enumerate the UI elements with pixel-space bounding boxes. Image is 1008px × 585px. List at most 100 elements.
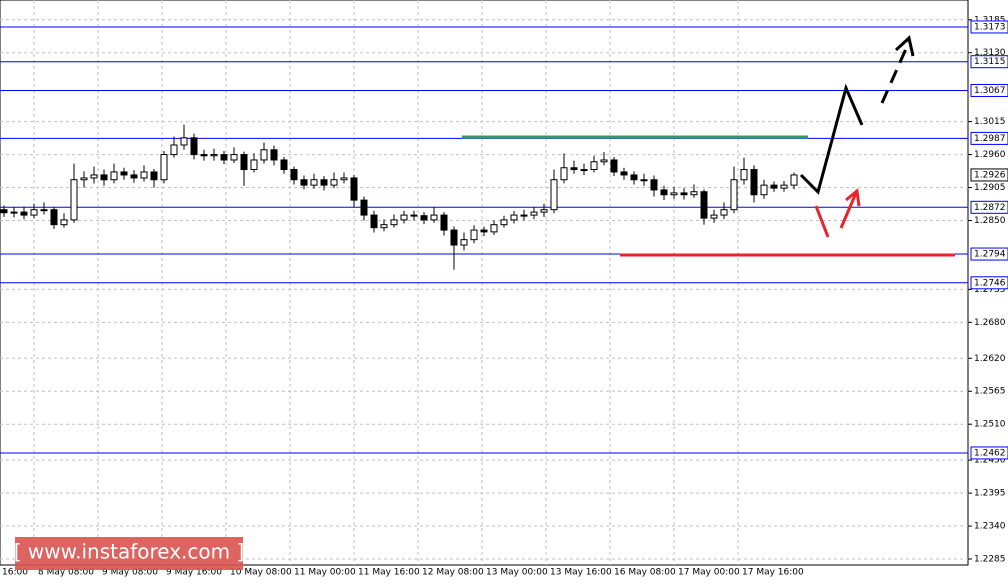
candle-body xyxy=(690,191,698,196)
candle-body xyxy=(790,174,798,186)
candle-body xyxy=(160,154,168,181)
x-tick-label: 8 May 08:00 xyxy=(38,568,94,578)
y-tick-label: 1.2510 xyxy=(974,420,1006,430)
candle-body xyxy=(410,214,418,217)
candle-body xyxy=(620,171,628,176)
candle-body xyxy=(260,149,268,161)
candle-body xyxy=(780,184,788,189)
level-label: 1.2872 xyxy=(974,203,1006,213)
level-box xyxy=(970,276,1008,290)
alt-arrow xyxy=(814,205,830,238)
candle-body xyxy=(540,209,548,213)
x-tick-label: 13 May 16:00 xyxy=(550,568,612,578)
y-tick-label: 1.2905 xyxy=(974,183,1006,193)
candle-body xyxy=(110,171,118,181)
candle-body xyxy=(180,137,188,146)
candle-body xyxy=(560,167,568,181)
candles xyxy=(0,124,798,270)
y-tick-label: 1.3015 xyxy=(974,117,1006,127)
candle-body xyxy=(670,192,678,196)
candle-body xyxy=(130,174,138,179)
candle-body xyxy=(230,154,238,161)
level-box xyxy=(970,20,1008,34)
candle-body xyxy=(0,209,8,214)
price-label: 1.2926 xyxy=(974,170,1006,180)
candle-body xyxy=(280,159,288,171)
candle-body xyxy=(420,215,428,221)
x-tick-label: 16:00 xyxy=(2,568,28,578)
candle-body xyxy=(200,154,208,157)
x-tick-label: 12 May 08:00 xyxy=(422,568,484,578)
candle-body xyxy=(240,154,248,171)
arrow-head xyxy=(894,35,915,57)
x-tick-label: 10 May 08:00 xyxy=(230,568,292,578)
candle-body xyxy=(90,174,98,179)
candle-body xyxy=(710,214,718,219)
candle-body xyxy=(400,214,408,221)
candle-body xyxy=(610,159,618,173)
candle-body xyxy=(730,179,738,211)
candle-body xyxy=(310,179,318,186)
level-label: 1.3115 xyxy=(974,57,1006,67)
candle-body xyxy=(300,179,308,186)
forecast-arrow-dashed xyxy=(880,41,911,104)
candle-body xyxy=(390,219,398,226)
y-tick-label: 1.2565 xyxy=(974,387,1006,397)
candle-body xyxy=(80,177,88,181)
candle-body xyxy=(220,154,228,161)
y-tick-label: 1.2850 xyxy=(974,216,1006,226)
y-tick-label: 1.3185 xyxy=(974,15,1006,25)
candle-body xyxy=(530,211,538,216)
y-tick-label: 1.3130 xyxy=(974,48,1006,58)
candle-body xyxy=(120,171,128,176)
candle-body xyxy=(150,171,158,181)
forecast-arrow xyxy=(799,83,864,195)
level-label: 1.2794 xyxy=(974,250,1006,260)
level-label: 1.3173 xyxy=(974,22,1006,32)
candle-body xyxy=(630,174,638,181)
candle-body xyxy=(40,209,48,212)
candle-body xyxy=(700,191,708,219)
candle-body xyxy=(460,239,468,246)
candle-body xyxy=(520,214,528,217)
candle-body xyxy=(350,177,358,201)
candle-body xyxy=(10,211,18,214)
x-tick-label: 9 May 16:00 xyxy=(166,568,222,578)
candle-body xyxy=(580,169,588,172)
candle-body xyxy=(440,214,448,231)
candle-body xyxy=(270,149,278,161)
candle-body xyxy=(500,219,508,226)
candle-body xyxy=(30,209,38,216)
candle-body xyxy=(450,229,458,246)
candle-body xyxy=(680,192,688,196)
candle-body xyxy=(600,159,608,163)
x-tick-label: 17 May 00:00 xyxy=(678,568,740,578)
level-label: 1.3067 xyxy=(974,86,1006,96)
alt-arrow xyxy=(839,192,858,229)
candle-body xyxy=(20,211,28,216)
y-tick-label: 1.2960 xyxy=(974,150,1006,160)
y-tick-label: 1.2395 xyxy=(974,489,1006,499)
y-tick-label: 1.2450 xyxy=(974,456,1006,466)
candle-body xyxy=(60,219,68,226)
y-tick-label: 1.2285 xyxy=(974,555,1006,565)
candle-body xyxy=(370,214,378,229)
candle-body xyxy=(290,169,298,181)
candle-body xyxy=(70,179,78,221)
candle-body xyxy=(360,199,368,216)
watermark: [ www.instaforex.com ] xyxy=(14,540,245,564)
level-box xyxy=(970,83,1008,97)
candle-body xyxy=(210,154,218,157)
candle-body xyxy=(640,179,648,182)
x-tick-label: 16 May 08:00 xyxy=(614,568,676,578)
level-box xyxy=(970,131,1008,145)
y-tick-label: 1.2680 xyxy=(974,318,1006,328)
candle-body xyxy=(330,179,338,186)
candle-body xyxy=(750,169,758,196)
x-tick-label: 13 May 00:00 xyxy=(486,568,548,578)
candle-body xyxy=(430,214,438,221)
candle-body xyxy=(470,229,478,241)
y-tick-label: 1.2620 xyxy=(974,354,1006,364)
candle-body xyxy=(170,144,178,156)
level-box xyxy=(970,55,1008,69)
